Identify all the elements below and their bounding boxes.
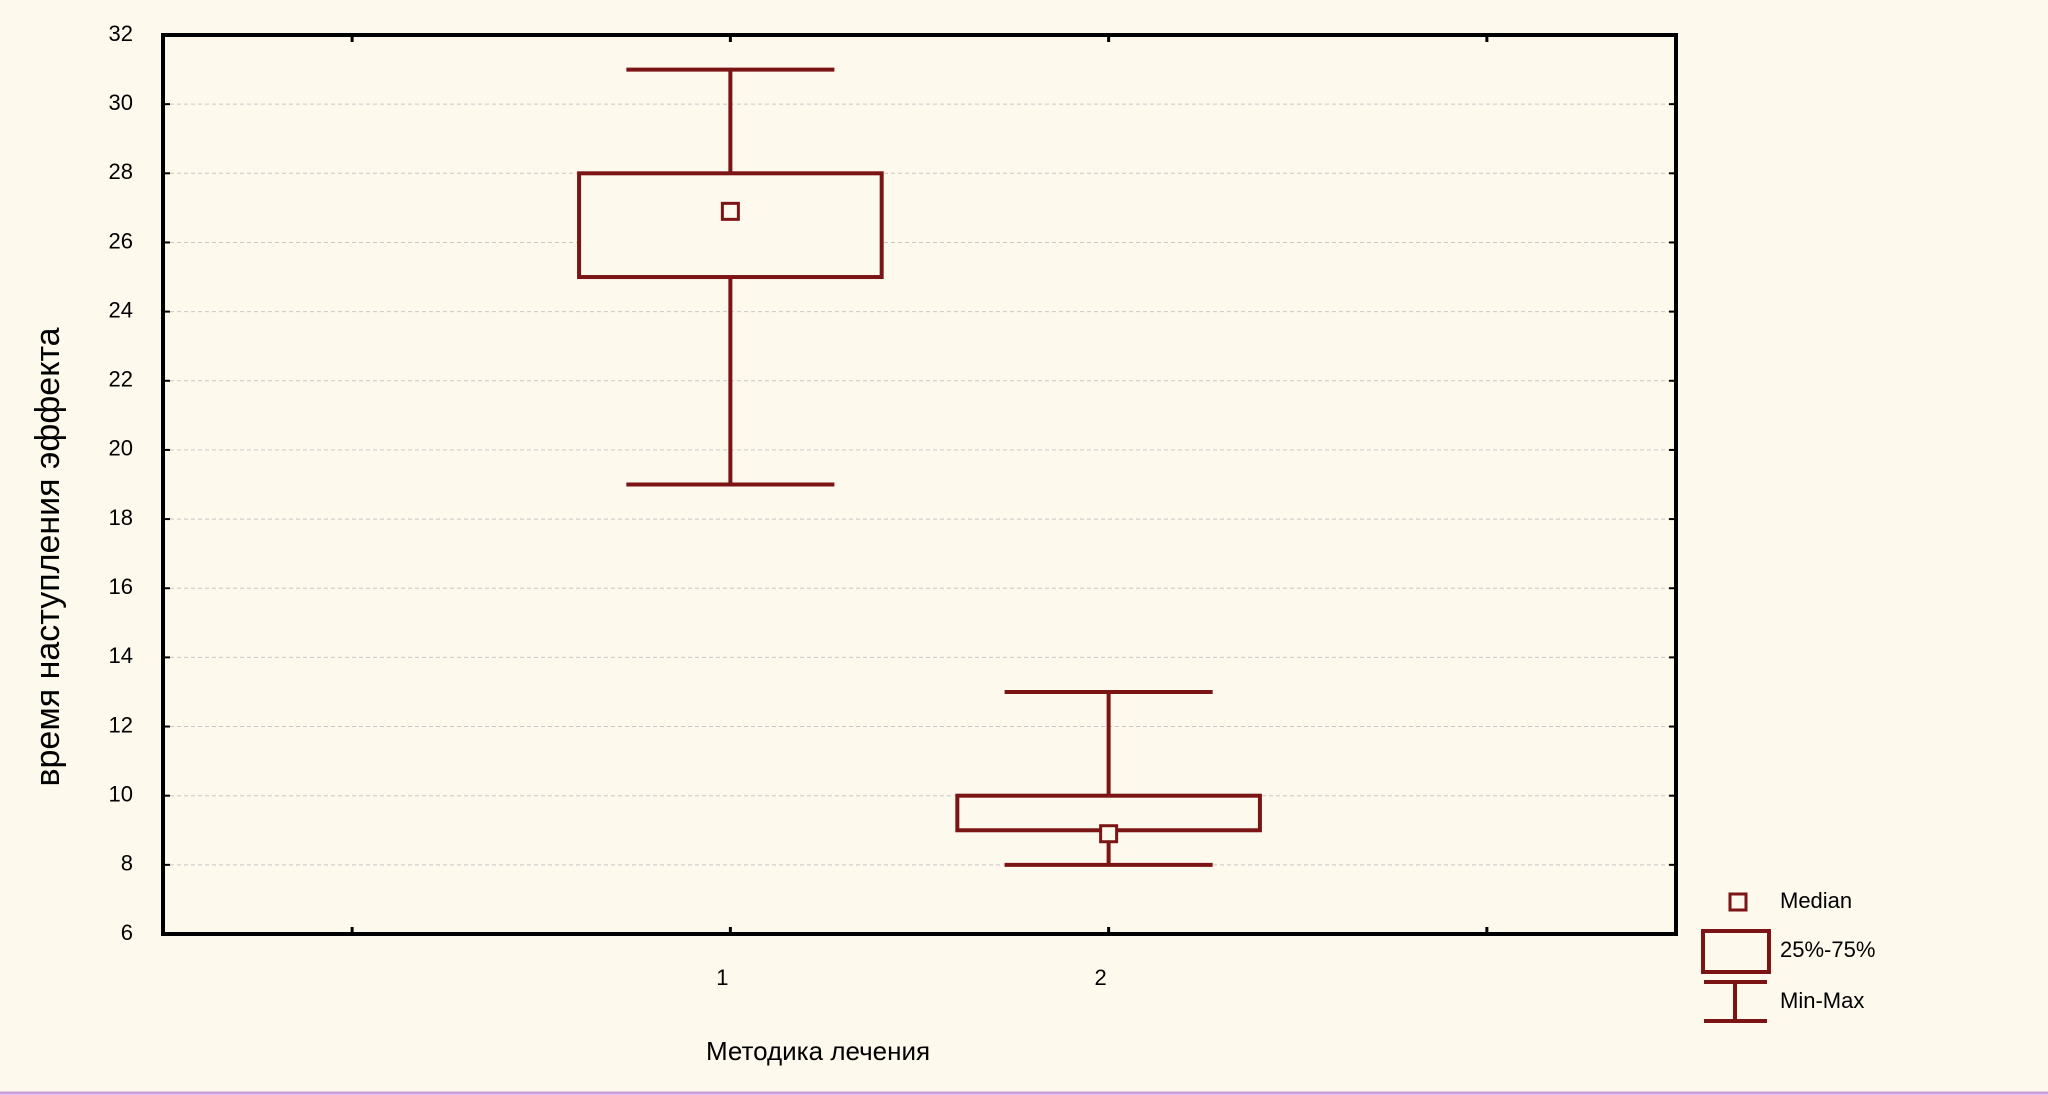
x-axis-label: Методика лечения [706,1036,930,1066]
y-tick-label: 14 [109,643,133,668]
y-tick-label: 18 [109,505,133,530]
y-tick-label: 16 [109,574,133,599]
y-tick-label: 30 [109,90,133,115]
y-tick-label: 22 [109,367,133,392]
y-tick-label: 6 [121,920,133,945]
median-marker [720,201,740,221]
legend-label: 25%-75% [1780,937,1875,962]
box [577,171,884,280]
y-tick-label: 26 [109,228,133,253]
y-tick-label: 8 [121,851,133,876]
y-tick-label: 32 [109,21,133,46]
legend-median [1728,892,1748,912]
legend-box [1701,929,1771,974]
y-tick-label: 12 [109,712,133,737]
y-tick-label: 20 [109,436,133,461]
plot-frame [161,33,1678,936]
y-axis-label: время наступления эффекта [29,327,67,786]
median-marker [1099,824,1119,844]
y-tick-label: 10 [109,782,133,807]
legend-label: Median [1780,888,1852,913]
x-tick-label: 1 [716,965,728,990]
x-tick-label: 2 [1095,965,1107,990]
y-tick-label: 24 [109,297,133,322]
legend-label: Min-Max [1780,988,1864,1013]
y-tick-label: 28 [109,159,133,184]
